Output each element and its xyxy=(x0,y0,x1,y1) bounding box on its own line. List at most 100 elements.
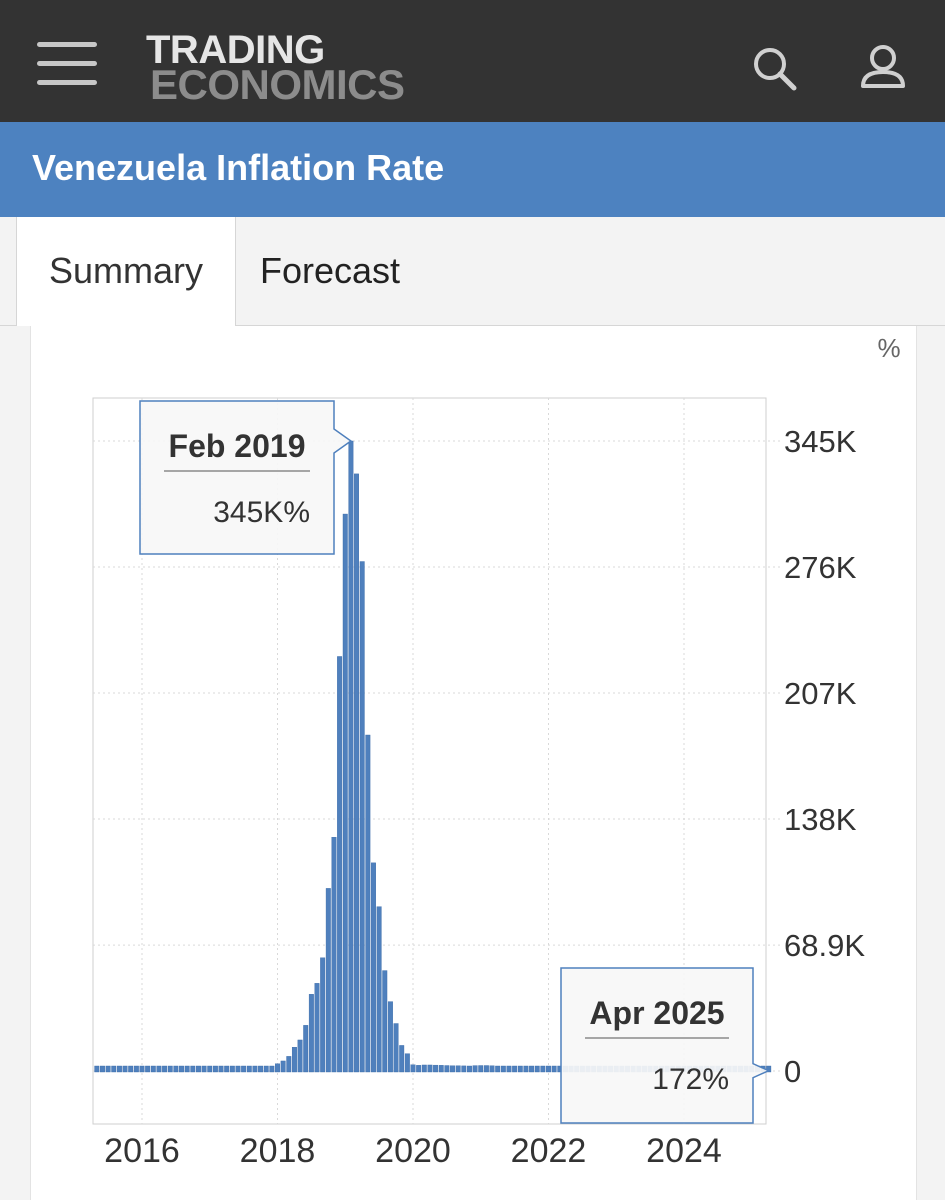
bar[interactable] xyxy=(218,1065,224,1073)
bar[interactable] xyxy=(461,1065,467,1073)
bar[interactable] xyxy=(105,1065,111,1073)
bar[interactable] xyxy=(116,1065,122,1073)
bar[interactable] xyxy=(139,1065,145,1073)
bar[interactable] xyxy=(162,1065,168,1073)
bar[interactable] xyxy=(325,888,331,1073)
bar[interactable] xyxy=(252,1065,258,1073)
bar[interactable] xyxy=(421,1064,427,1073)
tooltip-box xyxy=(139,400,353,555)
bar[interactable] xyxy=(128,1065,134,1073)
bar[interactable] xyxy=(235,1065,241,1073)
bar[interactable] xyxy=(387,1001,393,1073)
bar[interactable] xyxy=(472,1065,478,1073)
bar[interactable] xyxy=(150,1065,156,1073)
bar[interactable] xyxy=(280,1060,286,1073)
bar[interactable] xyxy=(246,1065,252,1073)
bar[interactable] xyxy=(207,1065,213,1073)
bar[interactable] xyxy=(376,906,382,1073)
bar[interactable] xyxy=(303,1025,309,1073)
bar[interactable] xyxy=(427,1064,433,1073)
tooltip-box xyxy=(560,967,771,1124)
bar[interactable] xyxy=(410,1064,416,1073)
y-tick-label: 207K xyxy=(784,676,857,711)
bar[interactable] xyxy=(546,1065,551,1073)
bar[interactable] xyxy=(433,1064,439,1073)
x-tick-label: 2024 xyxy=(646,1132,722,1170)
bar[interactable] xyxy=(269,1065,275,1073)
bar[interactable] xyxy=(354,473,359,1073)
bar[interactable] xyxy=(297,1039,303,1073)
bar[interactable] xyxy=(224,1065,230,1073)
bar[interactable] xyxy=(450,1065,455,1073)
bar[interactable] xyxy=(167,1065,173,1073)
search-icon[interactable] xyxy=(750,44,800,94)
bar[interactable] xyxy=(467,1065,472,1073)
bar[interactable] xyxy=(337,656,343,1073)
bar[interactable] xyxy=(500,1065,506,1073)
bar[interactable] xyxy=(416,1065,422,1073)
tooltips: Feb 2019 345K% Apr 2025 172% xyxy=(139,400,771,1124)
bar[interactable] xyxy=(483,1065,489,1073)
bar[interactable] xyxy=(201,1065,207,1073)
tab-forecast[interactable]: Forecast xyxy=(260,250,401,291)
y-tick-label: 138K xyxy=(784,802,857,837)
bar[interactable] xyxy=(122,1065,128,1073)
bar[interactable] xyxy=(94,1065,100,1073)
bar[interactable] xyxy=(517,1065,523,1073)
bar[interactable] xyxy=(111,1065,117,1073)
bar[interactable] xyxy=(489,1065,495,1073)
bar[interactable] xyxy=(404,1053,410,1073)
bar[interactable] xyxy=(145,1065,151,1073)
bar[interactable] xyxy=(258,1065,264,1073)
bar[interactable] xyxy=(184,1065,190,1073)
bar[interactable] xyxy=(133,1065,139,1073)
bar[interactable] xyxy=(320,957,326,1073)
bar[interactable] xyxy=(478,1065,484,1073)
bar[interactable] xyxy=(156,1065,162,1073)
bar[interactable] xyxy=(314,983,320,1073)
bar[interactable] xyxy=(529,1065,535,1073)
bar[interactable] xyxy=(444,1065,450,1073)
bar[interactable] xyxy=(331,837,337,1073)
user-icon[interactable] xyxy=(858,42,908,92)
bar[interactable] xyxy=(195,1065,201,1073)
bar[interactable] xyxy=(179,1065,184,1073)
tooltip-date: Apr 2025 xyxy=(589,995,724,1031)
bar[interactable] xyxy=(275,1063,280,1073)
bar[interactable] xyxy=(365,734,371,1073)
bar[interactable] xyxy=(382,970,388,1073)
bar[interactable] xyxy=(534,1065,540,1073)
logo-economics[interactable]: ECONOMICS xyxy=(150,61,405,108)
bar[interactable] xyxy=(399,1045,405,1073)
bar[interactable] xyxy=(523,1065,529,1073)
bar[interactable] xyxy=(286,1056,292,1073)
logo-trading[interactable]: TRADING xyxy=(146,28,325,72)
bar[interactable] xyxy=(371,862,376,1073)
page-title: Venezuela Inflation Rate xyxy=(32,147,445,188)
bar[interactable] xyxy=(393,1023,399,1073)
hamburger-menu-icon[interactable] xyxy=(37,40,97,88)
bar[interactable] xyxy=(229,1065,235,1073)
bar[interactable] xyxy=(100,1065,105,1073)
bar[interactable] xyxy=(308,994,314,1073)
bar[interactable] xyxy=(495,1065,501,1073)
bar[interactable] xyxy=(212,1065,218,1073)
tooltip-date: Feb 2019 xyxy=(169,428,306,464)
bar[interactable] xyxy=(540,1065,546,1073)
bar[interactable] xyxy=(263,1065,269,1073)
bar[interactable] xyxy=(438,1065,444,1073)
bar[interactable] xyxy=(348,440,354,1073)
tab-summary[interactable]: Summary xyxy=(16,217,236,326)
bar[interactable] xyxy=(506,1065,512,1073)
bar[interactable] xyxy=(359,561,365,1073)
bar[interactable] xyxy=(551,1065,557,1073)
bar[interactable] xyxy=(342,513,348,1073)
bar[interactable] xyxy=(291,1047,297,1073)
inflation-chart[interactable]: % 0 68.9K 138K 207K 276K 345K 2016 2018 2020 202… xyxy=(31,326,916,1200)
bar[interactable] xyxy=(512,1065,518,1073)
bar[interactable] xyxy=(173,1065,179,1073)
bar[interactable] xyxy=(455,1065,461,1073)
bar[interactable] xyxy=(241,1065,247,1073)
bar[interactable] xyxy=(190,1065,196,1073)
x-axis: 2016 2018 2020 2022 2024 xyxy=(104,1132,722,1170)
